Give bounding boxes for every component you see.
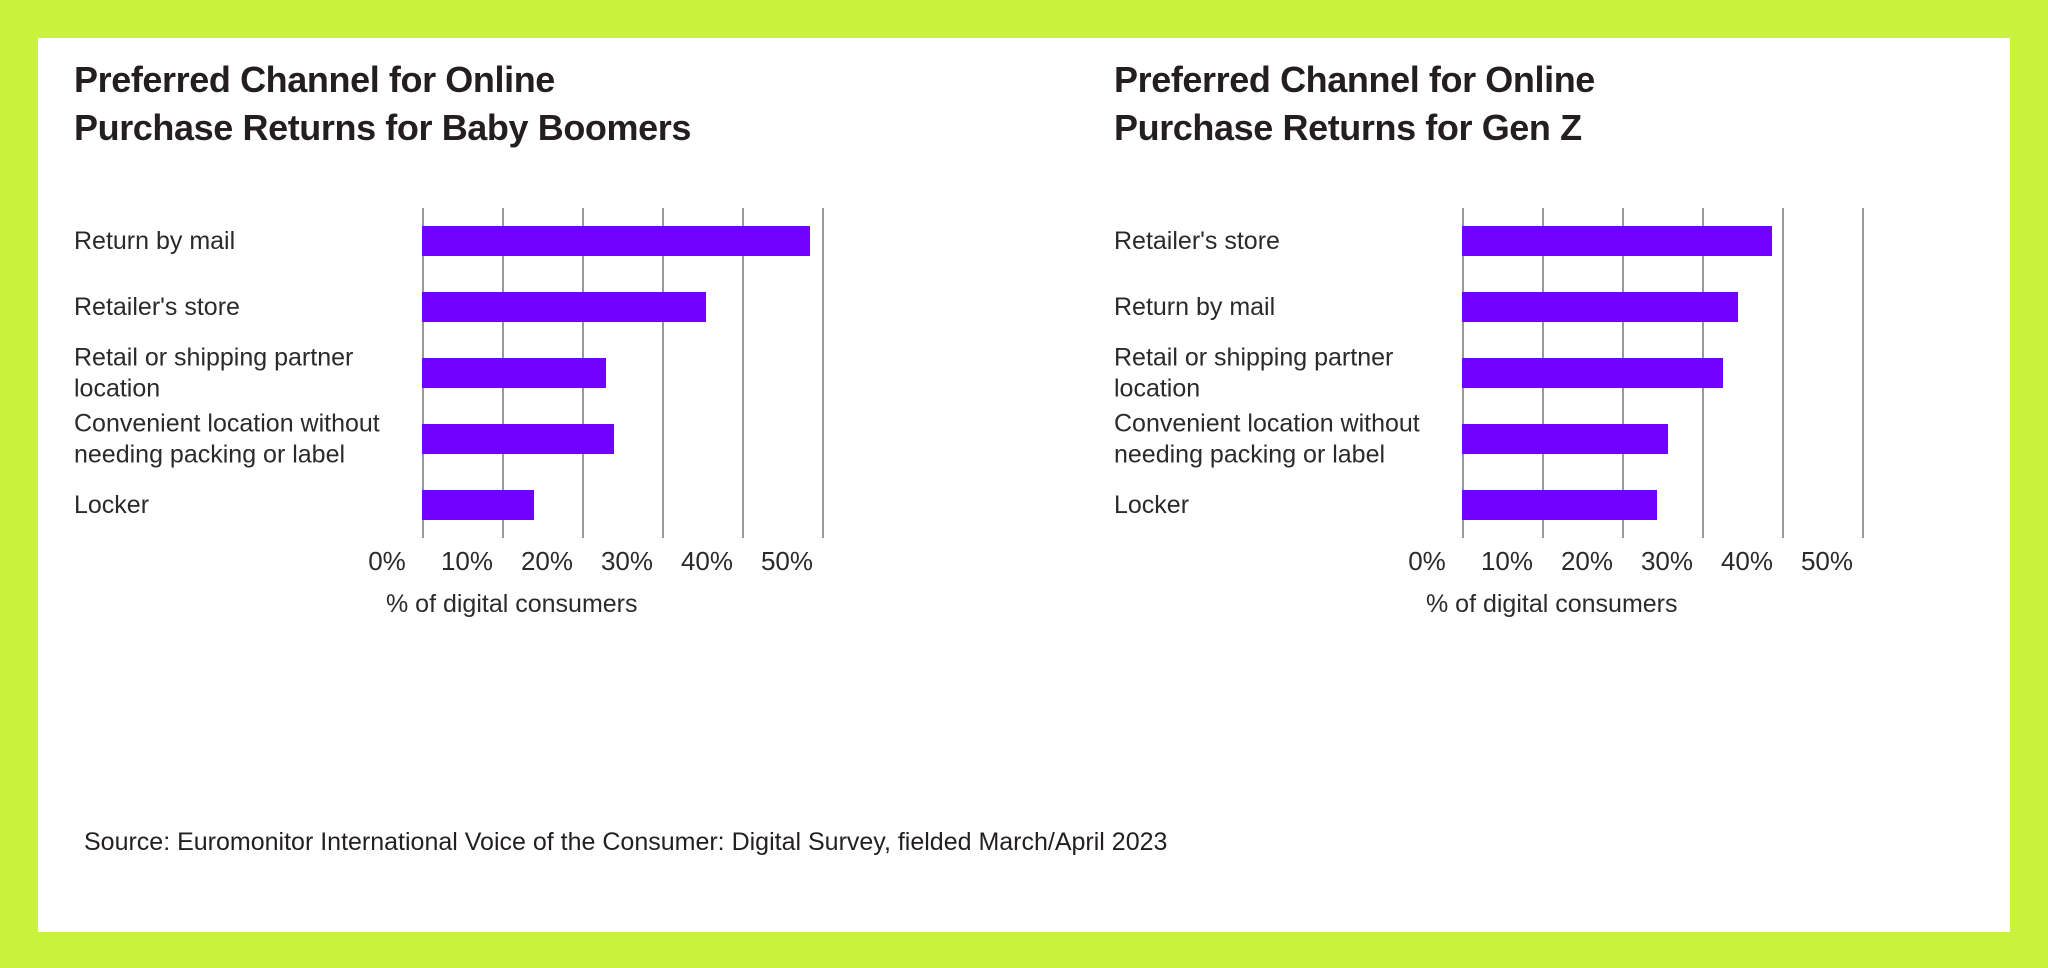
x-tick-label: 30% bbox=[600, 546, 654, 576]
category-label: Return by mail bbox=[74, 226, 236, 255]
x-tick-label: 20% bbox=[520, 546, 574, 576]
panel-baby-boomers: Preferred Channel for Online Purchase Re… bbox=[38, 38, 1048, 818]
x-axis-gen-z: 0% 10% 20% 30% 40% 50% bbox=[1408, 546, 1853, 586]
x-tick-label: 10% bbox=[1480, 546, 1534, 576]
x-tick-label: 40% bbox=[680, 546, 734, 576]
x-tick-label: 50% bbox=[760, 546, 814, 576]
category-row: Retailer's store bbox=[74, 274, 404, 340]
bars-baby-boomers bbox=[422, 208, 824, 538]
gridline bbox=[1862, 208, 1864, 538]
bar-track bbox=[1462, 292, 1862, 322]
bar[interactable] bbox=[1462, 226, 1773, 256]
bar[interactable] bbox=[422, 424, 614, 454]
category-label: Locker bbox=[1114, 490, 1190, 519]
x-tick-label: 20% bbox=[1560, 546, 1614, 576]
bar-track bbox=[422, 292, 822, 322]
bar-track bbox=[422, 358, 822, 388]
panel-title-baby-boomers: Preferred Channel for Online Purchase Re… bbox=[74, 59, 691, 148]
x-tick-label: 0% bbox=[368, 546, 406, 576]
category-label: Retailer's store bbox=[1114, 226, 1280, 255]
bar[interactable] bbox=[422, 358, 606, 388]
plot-area-gen-z: Retailer's store Return by mail Retail o… bbox=[1114, 208, 2014, 538]
bar-track bbox=[1462, 358, 1862, 388]
category-labels-gen-z: Retailer's store Return by mail Retail o… bbox=[1114, 208, 1444, 538]
x-axis-caption-gen-z: % of digital consumers bbox=[1426, 590, 1678, 618]
chart-card: Preferred Channel for Online Purchase Re… bbox=[38, 38, 2010, 932]
x-tick-label: 40% bbox=[1720, 546, 1774, 576]
x-axis-caption-baby-boomers: % of digital consumers bbox=[386, 590, 638, 618]
x-tick-label: 30% bbox=[1640, 546, 1694, 576]
bar-track bbox=[1462, 424, 1862, 454]
x-tick-label: 10% bbox=[440, 546, 494, 576]
category-label: Retailer's store bbox=[74, 292, 240, 321]
bar[interactable] bbox=[1462, 292, 1738, 322]
category-row: Retailer's store bbox=[1114, 208, 1444, 274]
bar-row bbox=[422, 274, 822, 340]
bars-gen-z bbox=[1462, 208, 1864, 538]
bar[interactable] bbox=[422, 292, 706, 322]
bar[interactable] bbox=[1462, 424, 1668, 454]
gridline bbox=[822, 208, 824, 538]
bar-row bbox=[1462, 472, 1862, 538]
bar-row bbox=[422, 208, 822, 274]
bar[interactable] bbox=[1462, 358, 1723, 388]
category-row: Return by mail bbox=[1114, 274, 1444, 340]
bar-row bbox=[422, 472, 822, 538]
category-row: Locker bbox=[1114, 472, 1444, 538]
category-row: Locker bbox=[74, 472, 404, 538]
bar-row bbox=[1462, 340, 1862, 406]
category-label: Locker bbox=[74, 490, 150, 519]
category-label: Return by mail bbox=[1114, 292, 1276, 321]
bar-track bbox=[422, 490, 822, 520]
bar-track bbox=[422, 226, 822, 256]
category-labels-baby-boomers: Return by mail Retailer's store Retail o… bbox=[74, 208, 404, 538]
panel-title-gen-z: Preferred Channel for Online Purchase Re… bbox=[1114, 59, 1595, 148]
category-row: Convenient location without needing pack… bbox=[1114, 406, 1444, 472]
bar-row bbox=[1462, 208, 1862, 274]
x-tick-label: 50% bbox=[1800, 546, 1854, 576]
category-row: Convenient location without needing pack… bbox=[74, 406, 404, 472]
x-tick-label: 0% bbox=[1408, 546, 1446, 576]
category-row: Retail or shipping partner location bbox=[1114, 340, 1444, 406]
bar[interactable] bbox=[1462, 490, 1658, 520]
panel-gen-z: Preferred Channel for Online Purchase Re… bbox=[1078, 38, 2018, 818]
category-label: Retail or shipping partner location bbox=[1114, 343, 1394, 403]
x-axis-baby-boomers: 0% 10% 20% 30% 40% 50% bbox=[368, 546, 813, 586]
bar[interactable] bbox=[422, 226, 810, 256]
plot-area-baby-boomers: Return by mail Retailer's store Retail o… bbox=[74, 208, 1014, 538]
category-row: Return by mail bbox=[74, 208, 404, 274]
category-label: Retail or shipping partner location bbox=[74, 343, 354, 403]
bar-row bbox=[422, 406, 822, 472]
category-label: Convenient location without needing pack… bbox=[74, 409, 380, 469]
bar-row bbox=[1462, 274, 1862, 340]
bar-track bbox=[1462, 490, 1862, 520]
category-row: Retail or shipping partner location bbox=[74, 340, 404, 406]
bar-row bbox=[1462, 406, 1862, 472]
bar-track bbox=[1462, 226, 1862, 256]
category-label: Convenient location without needing pack… bbox=[1114, 409, 1420, 469]
bar-row bbox=[422, 340, 822, 406]
source-note: Source: Euromonitor International Voice … bbox=[84, 828, 1168, 856]
bar-track bbox=[422, 424, 822, 454]
bar[interactable] bbox=[422, 490, 534, 520]
